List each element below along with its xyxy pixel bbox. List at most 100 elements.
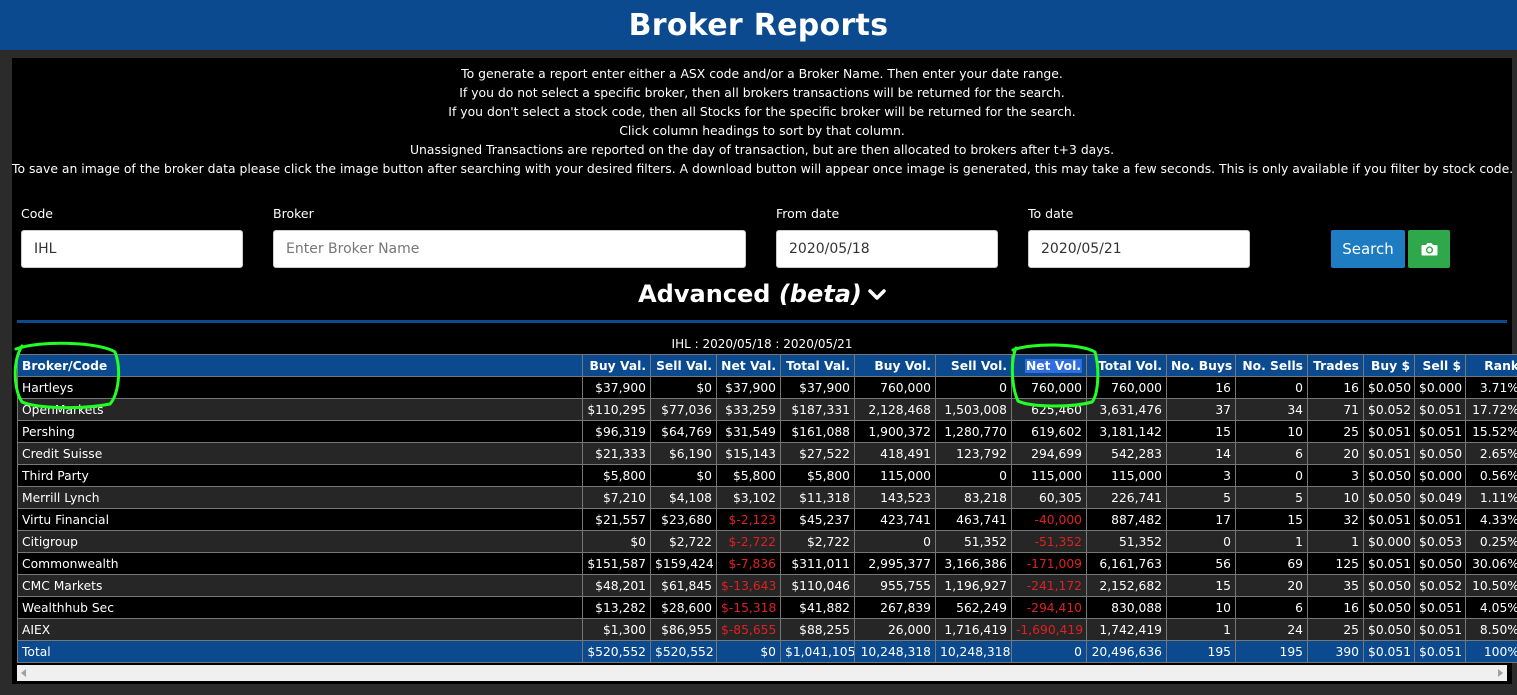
table-cell: 1: [1307, 530, 1364, 553]
table-cell: $61,845: [650, 574, 717, 597]
table-cell: -241,172: [1011, 574, 1087, 597]
table-row: CMC Markets $48,201 $61,845 $-13,643 $110,04…: [17, 574, 1517, 597]
column-header[interactable]: No. Sells: [1235, 354, 1308, 377]
table-cell: 542,283: [1086, 442, 1167, 465]
table-cell: 830,088: [1086, 596, 1167, 619]
column-header[interactable]: Net Val.: [716, 354, 781, 377]
table-cell: 418,491: [854, 442, 936, 465]
table-cell: 60,305: [1011, 486, 1087, 509]
table-cell: 1.11%: [1465, 486, 1517, 509]
table-cell: $159,424: [650, 552, 717, 575]
total-cell: 100%: [1465, 640, 1517, 663]
table-cell: $-7,836: [716, 552, 781, 575]
table-cell: $0.000: [1414, 376, 1466, 399]
table-cell: $0: [582, 530, 651, 553]
table-cell: 0: [1166, 530, 1236, 553]
table-cell: 15: [1166, 574, 1236, 597]
table-cell: $311,011: [780, 552, 855, 575]
table-cell: 16: [1307, 596, 1364, 619]
total-cell: 10,248,318: [854, 640, 936, 663]
table-cell: $0.051: [1414, 398, 1466, 421]
table-cell: 3: [1307, 464, 1364, 487]
table-cell: Pershing: [17, 420, 583, 443]
table-row: Wealthhub Sec $13,282 $28,600 $-15,318 $41,8…: [17, 596, 1517, 619]
column-header[interactable]: Buy Val.: [582, 354, 651, 377]
table-cell: 1: [1235, 530, 1308, 553]
advanced-toggle[interactable]: Advanced (beta): [12, 280, 1512, 308]
code-input[interactable]: [21, 230, 243, 268]
table-row: OpenMarkets $110,295 $77,036 $33,259 $187,33…: [17, 398, 1517, 421]
table-cell: 463,741: [935, 508, 1012, 531]
table-cell: $37,900: [582, 376, 651, 399]
table-cell: 226,741: [1086, 486, 1167, 509]
advanced-label: Advanced: [638, 280, 771, 308]
table-cell: $5,800: [582, 464, 651, 487]
table-cell: 6: [1235, 596, 1308, 619]
report-panel: To generate a report enter either a ASX …: [12, 58, 1517, 684]
table-cell: 887,482: [1086, 508, 1167, 531]
table-cell: 0: [1235, 376, 1308, 399]
table-cell: Hartleys: [17, 376, 583, 399]
table-cell: $7,210: [582, 486, 651, 509]
table-cell: $0.050: [1363, 464, 1415, 487]
table-cell: $0.052: [1414, 574, 1466, 597]
column-header[interactable]: Net Vol.: [1011, 354, 1087, 377]
table-cell: 4.05%: [1465, 596, 1517, 619]
column-header[interactable]: Sell $: [1414, 354, 1466, 377]
table-cell: $3,102: [716, 486, 781, 509]
column-header[interactable]: Broker/Code: [17, 354, 583, 377]
column-header[interactable]: Buy $: [1363, 354, 1415, 377]
column-header[interactable]: Total Val.: [780, 354, 855, 377]
table-cell: Citigroup: [17, 530, 583, 553]
search-button[interactable]: Search: [1331, 230, 1405, 268]
table-cell: Virtu Financial: [17, 508, 583, 531]
broker-input[interactable]: [273, 230, 746, 268]
beta-label: (beta): [778, 280, 862, 308]
table-cell: 24: [1235, 618, 1308, 641]
horizontal-scrollbar[interactable]: [17, 665, 1507, 681]
total-cell: 195: [1166, 640, 1236, 663]
table-cell: 10: [1235, 420, 1308, 443]
total-cell: 20,496,636: [1086, 640, 1167, 663]
table-cell: $27,522: [780, 442, 855, 465]
column-header[interactable]: No. Buys: [1166, 354, 1236, 377]
table-cell: 32: [1307, 508, 1364, 531]
table-cell: $0.051: [1414, 596, 1466, 619]
table-cell: -1,690,419: [1011, 618, 1087, 641]
table-cell: 0: [854, 530, 936, 553]
table-cell: Commonwealth: [17, 552, 583, 575]
code-label: Code: [21, 206, 54, 221]
column-header-label: Net Vol.: [1025, 358, 1082, 373]
table-cell: 3,631,476: [1086, 398, 1167, 421]
scroll-right-icon[interactable]: [1498, 669, 1503, 677]
column-header[interactable]: Rank: [1465, 354, 1517, 377]
table-cell: 14: [1166, 442, 1236, 465]
table-cell: 10.50%: [1465, 574, 1517, 597]
column-header[interactable]: Buy Vol.: [854, 354, 936, 377]
from-date-input[interactable]: [776, 230, 998, 268]
table-cell: $0.051: [1414, 508, 1466, 531]
total-cell: $0.051: [1414, 640, 1466, 663]
column-header[interactable]: Trades: [1307, 354, 1364, 377]
table-cell: 20: [1235, 574, 1308, 597]
table-cell: $15,143: [716, 442, 781, 465]
table-cell: 10: [1166, 596, 1236, 619]
image-button[interactable]: [1408, 230, 1450, 268]
column-header[interactable]: Sell Vol.: [935, 354, 1012, 377]
total-cell: 0: [1011, 640, 1087, 663]
table-cell: $6,190: [650, 442, 717, 465]
table-cell: $28,600: [650, 596, 717, 619]
column-header[interactable]: Sell Val.: [650, 354, 717, 377]
table-cell: $0.053: [1414, 530, 1466, 553]
table-cell: -51,352: [1011, 530, 1087, 553]
scroll-left-icon[interactable]: [21, 669, 26, 677]
total-cell: $520,552: [582, 640, 651, 663]
table-cell: 71: [1307, 398, 1364, 421]
table-cell: OpenMarkets: [17, 398, 583, 421]
to-date-input[interactable]: [1028, 230, 1250, 268]
table-cell: $0.050: [1414, 442, 1466, 465]
table-cell: 3.71%: [1465, 376, 1517, 399]
table-cell: 1,716,419: [935, 618, 1012, 641]
column-header[interactable]: Total Vol.: [1086, 354, 1167, 377]
table-cell: 267,839: [854, 596, 936, 619]
